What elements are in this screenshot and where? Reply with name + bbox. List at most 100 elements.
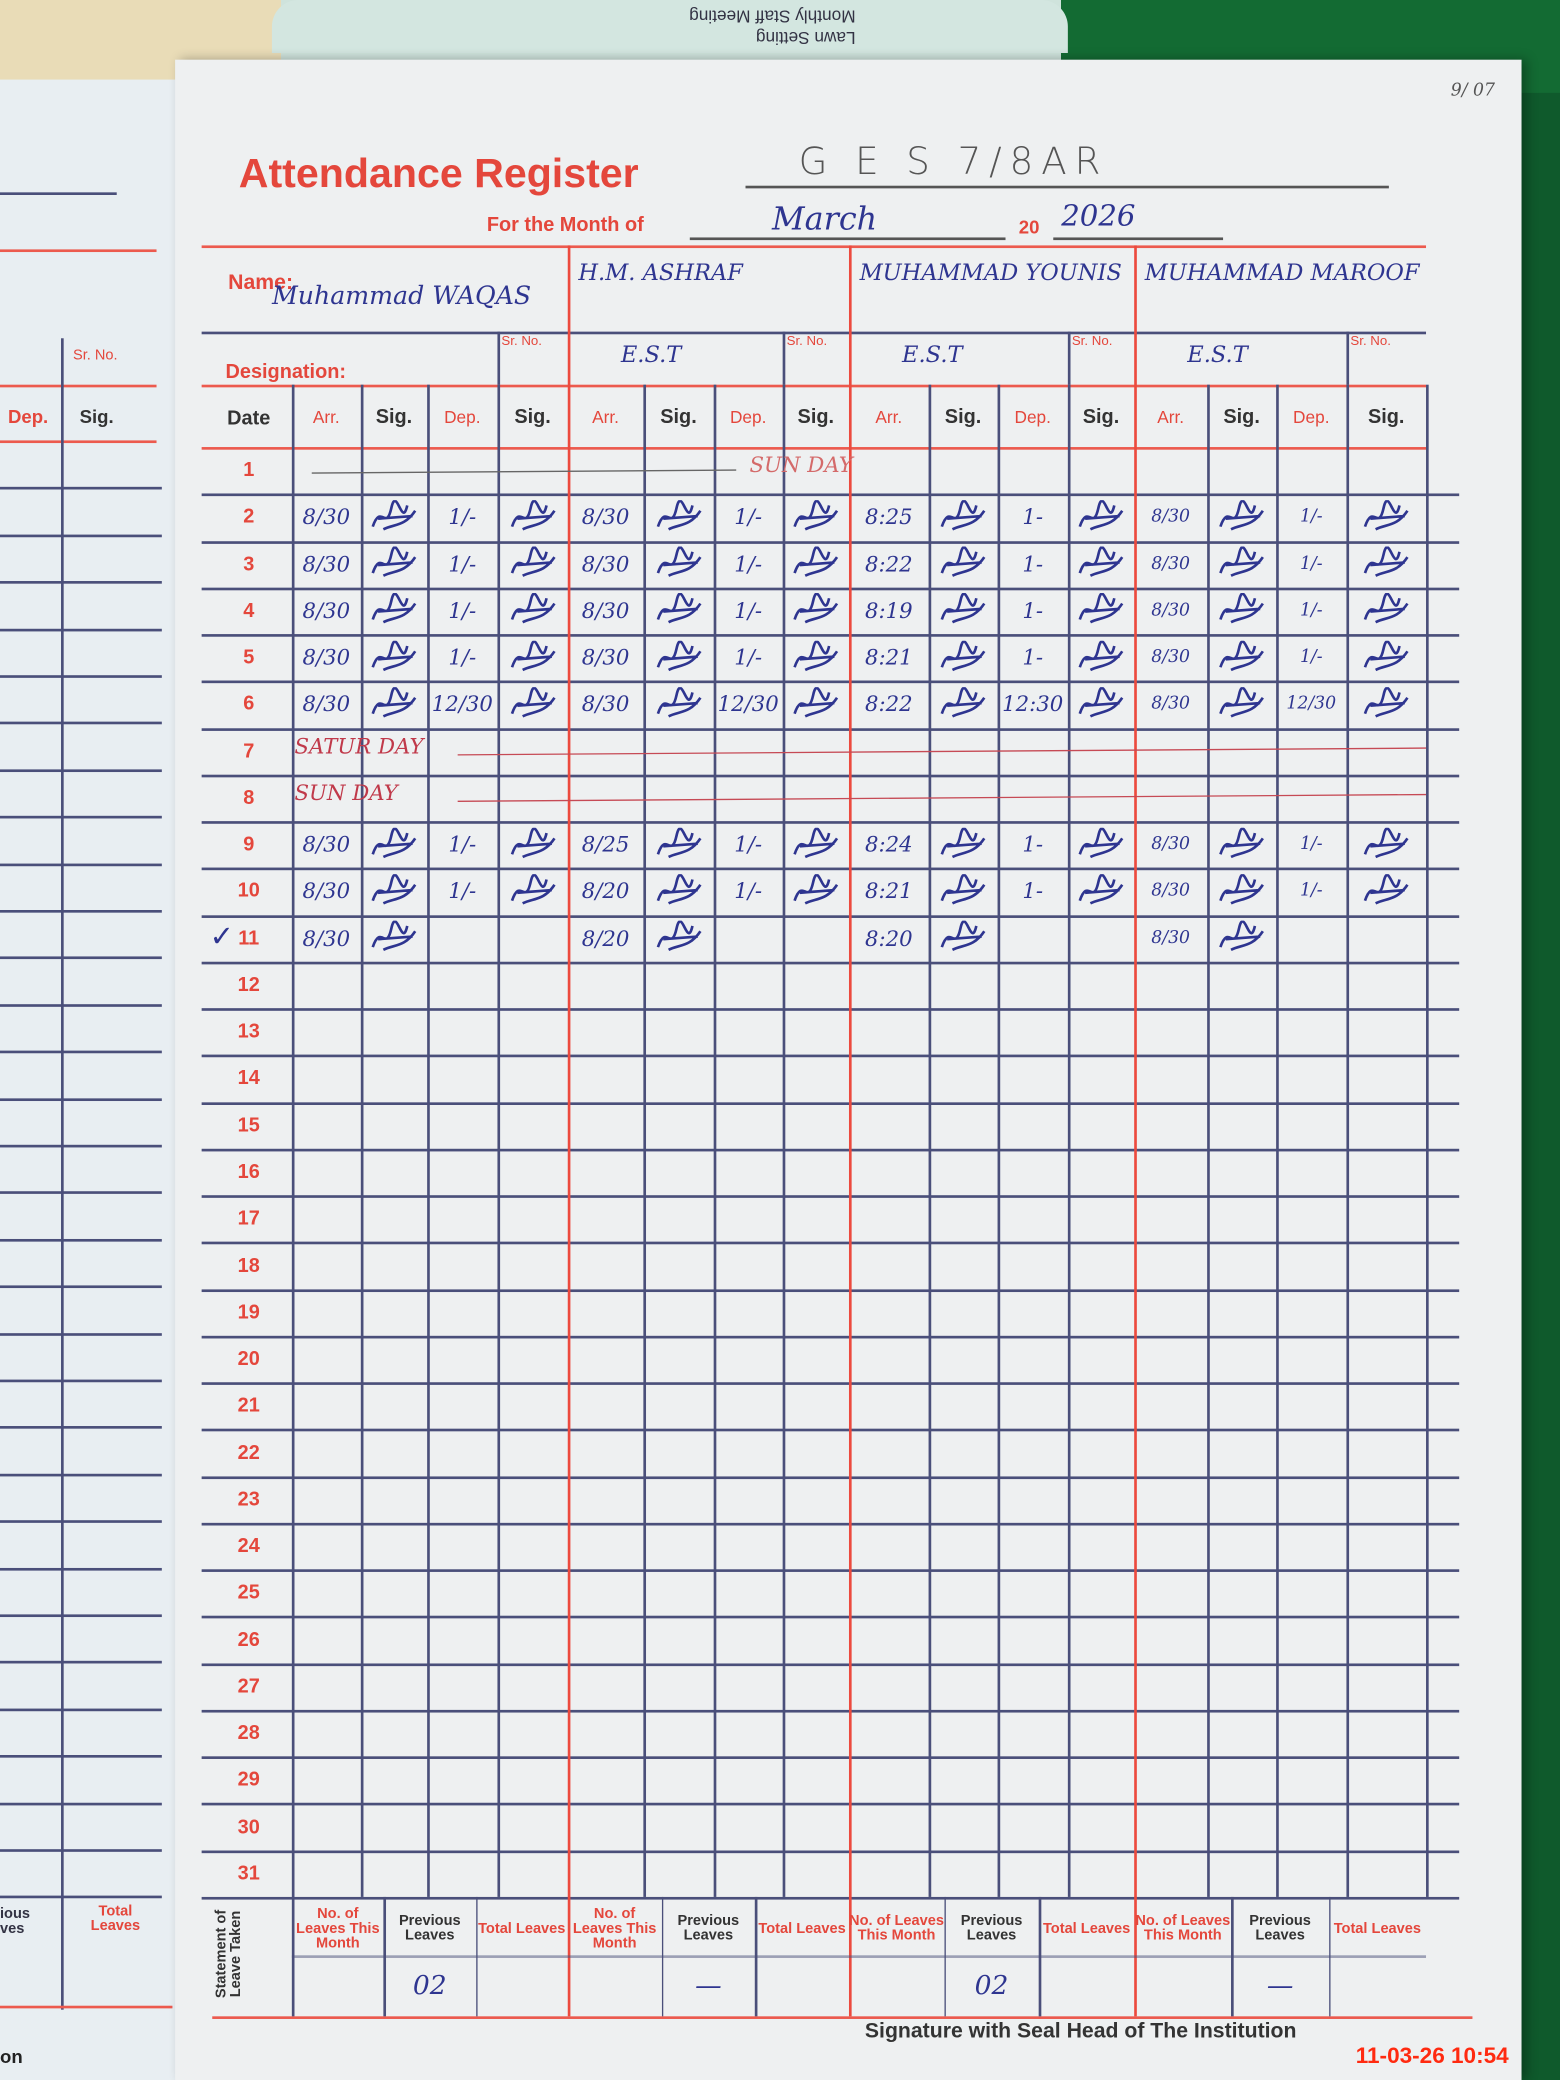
column-divider [1346, 384, 1349, 1897]
signature-scribble [1068, 494, 1134, 541]
row-note: SUN DAY [749, 452, 853, 478]
signature-scribble [1346, 634, 1426, 681]
signature-scribble [783, 681, 849, 728]
left-dep: Dep. [7, 405, 49, 428]
departure-time [427, 915, 497, 962]
column-header-arr: Arr. [592, 406, 619, 427]
left-row-rule [0, 534, 162, 537]
row-rule [201, 1008, 1460, 1011]
signature-scribble [783, 494, 849, 541]
row-rule [201, 493, 1460, 497]
rule-designation [201, 384, 1427, 388]
departure-time: 12/30 [1286, 694, 1337, 715]
leave-label-previous-leaves: Previous Leaves [960, 1912, 1023, 1944]
column-header-sig: Sig. [1082, 405, 1120, 428]
date-header: Date [227, 406, 271, 430]
departure-time: 1/- [734, 504, 763, 530]
leave-label-total-leaves: Total Leaves [1333, 1920, 1422, 1937]
leave-label-previous-leaves: Previous Leaves [1249, 1912, 1311, 1944]
departure-time: 12/30 [717, 691, 779, 717]
leave-value-this-month [292, 1958, 384, 2011]
signature-scribble [497, 587, 567, 634]
signature-scribble [929, 681, 998, 728]
arrival-time: 8/30 [581, 504, 630, 530]
departure-time: 12:30 [1002, 691, 1064, 717]
leave-value-total [1329, 1958, 1426, 2011]
arrival-time: 8/30 [302, 504, 351, 530]
signature-scribble [361, 494, 427, 541]
left-page: Sr. No. Dep. Sig. ious ves Total Leaves … [0, 79, 180, 2080]
column-divider [1067, 384, 1070, 1897]
date-number: 22 [237, 1441, 260, 1464]
date-number: 2 [243, 505, 255, 529]
departure-time: 1/- [448, 598, 477, 624]
left-row-rule [0, 1238, 162, 1242]
date-number: 19 [237, 1301, 260, 1324]
left-row-rule [0, 1144, 162, 1148]
departure-time: 1- [1022, 831, 1044, 858]
arrival-time: 8/30 [1151, 834, 1191, 855]
departure-time [714, 915, 783, 962]
departure-time: 1/- [734, 644, 763, 671]
left-row-rule [0, 956, 162, 960]
teacher-divider [567, 245, 571, 2017]
signature-scribble [643, 634, 713, 681]
month-value: March [772, 200, 878, 238]
arrival-time: 8:21 [864, 878, 913, 904]
column-header-sig: Sig. [1223, 405, 1260, 428]
left-row-rule [0, 675, 162, 678]
name-label: Name: [228, 271, 294, 295]
left-row-rule [0, 1614, 162, 1618]
column-header-dep: Dep. [1293, 406, 1330, 427]
row-rule [201, 634, 1460, 637]
left-row-rule [0, 1661, 162, 1664]
leave-label-leaves-this-month: No. of Leaves This Month [1135, 1912, 1231, 1944]
arrival-time: 8/30 [581, 598, 630, 624]
row-rule [201, 1055, 1460, 1058]
date-number: 8 [243, 786, 255, 810]
arrival-time: 8/30 [302, 831, 351, 858]
date-number: 23 [237, 1488, 260, 1511]
strike-line [311, 468, 737, 474]
left-row-rule [0, 1332, 162, 1336]
date-number: 20 [237, 1347, 260, 1371]
leave-label-total-leaves: Total Leaves [1042, 1920, 1131, 1937]
left-rule [0, 384, 157, 388]
leave-label-leaves-this-month: No. of Leaves This Month [849, 1912, 944, 1944]
left-row-rule [0, 1379, 162, 1383]
leave-label-previous-leaves: Previous Leaves [677, 1912, 740, 1944]
row-note: SUN DAY [294, 779, 398, 805]
arrival-time: 8/30 [1151, 928, 1191, 949]
signature-scribble [929, 494, 998, 541]
departure-time: 1- [1022, 644, 1044, 671]
arrival-time: 8/30 [1151, 554, 1191, 574]
left-row-rule [0, 816, 162, 819]
arrival-time: 8/30 [1151, 647, 1191, 668]
signature-scribble [929, 868, 998, 915]
sr-no-divider [1346, 331, 1349, 385]
leave-value-this-month [849, 1958, 944, 2011]
date-number: 3 [243, 552, 255, 576]
row-rule [201, 1429, 1460, 1432]
row-rule [201, 1195, 1460, 1199]
leave-label-total-leaves: Total Leaves [758, 1920, 846, 1937]
row-rule [201, 1475, 1460, 1479]
departure-time: 1- [1022, 551, 1044, 577]
date-number: 1 [243, 459, 255, 482]
row-rule [201, 1382, 1460, 1386]
column-divider [427, 384, 430, 1897]
left-row-rule [0, 1708, 162, 1711]
left-rule [0, 192, 117, 195]
signature-scribble [1207, 494, 1276, 541]
left-row-rule [0, 1285, 162, 1289]
left-rule [0, 440, 157, 444]
teacher-name: H.M. ASHRAF [578, 259, 743, 287]
row-rule [201, 1896, 1460, 1900]
leave-label-leaves-this-month: No. of Leaves This Month [296, 1905, 380, 1951]
row-rule [201, 1242, 1460, 1245]
signature-scribble [1346, 868, 1426, 915]
date-number: 27 [237, 1675, 260, 1698]
arrival-time: 8:21 [864, 644, 913, 671]
column-header-arr: Arr. [1157, 406, 1185, 427]
departure-time: 1- [1022, 878, 1044, 904]
